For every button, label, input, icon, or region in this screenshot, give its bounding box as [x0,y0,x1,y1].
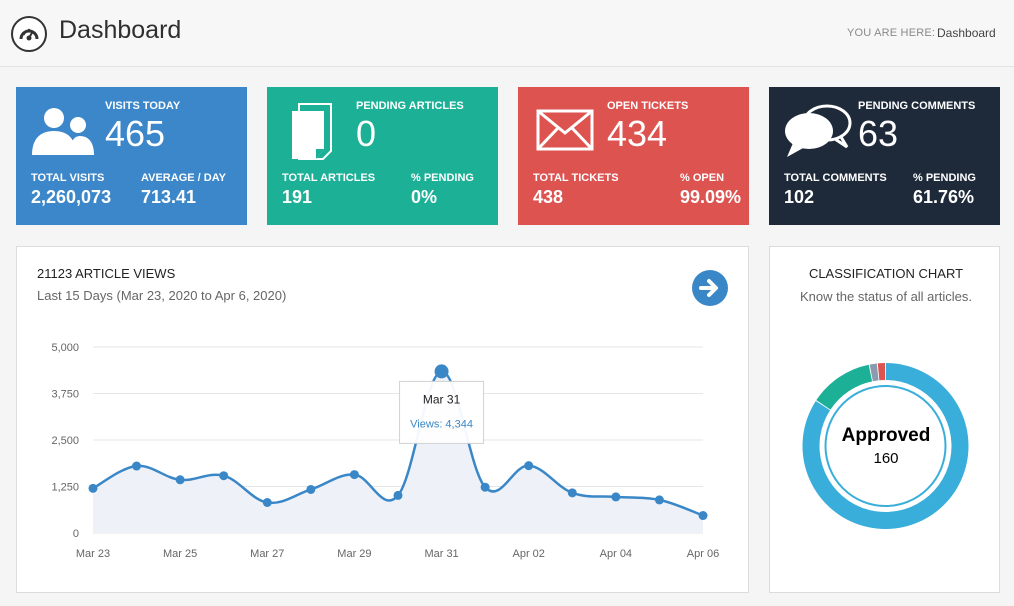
articles-pending-percent-value: 0% [411,187,438,207]
comments-icon [783,103,853,164]
donut-slice[interactable] [877,363,886,381]
x-tick-label: Mar 27 [250,548,284,560]
tooltip-box [399,380,485,444]
chart-tooltip: Mar 31 Views: 4,344 [399,380,485,444]
chart-point [567,488,577,498]
chart-point [88,483,98,493]
chart-point [132,461,142,471]
x-tick-label: Mar 31 [424,548,458,560]
comments-pending-percent-value: 61.76% [913,187,975,207]
tooltip-title: Mar 31 [423,392,461,406]
donut-slice[interactable] [869,363,879,382]
pending-comments-label: PENDING COMMENTS [858,100,976,112]
chart-point [611,492,621,502]
classification-panel: CLASSIFICATION CHART Know the status of … [769,246,1000,593]
comments-pending-percent-label: % PENDING [913,172,976,184]
donut-center-label: Approved [841,425,931,446]
visits-label: VISITS TODAY [105,100,181,112]
total-visits-value: 2,260,073 [31,187,112,207]
average-day-value: 713.41 [141,187,197,207]
chart-area-fill [93,371,703,533]
chart-point [524,461,534,471]
donut-center-value: 160 [873,450,899,467]
chart-point [393,490,403,500]
donut-slice[interactable] [816,364,873,410]
file-icon [289,101,337,166]
chart-series-line [92,370,704,517]
tickets-open-percent-label: % OPEN [680,172,725,184]
total-articles-label: TOTAL ARTICLES [282,172,376,184]
article-views-panel: 21123 ARTICLE VIEWS Last 15 Days (Mar 23… [16,246,749,593]
chart-point [306,484,316,494]
articles-pending-percent-label: % PENDING [411,172,474,184]
total-articles-value: 191 [282,187,313,207]
chart-point [480,482,490,492]
donut-inner-ring [824,385,947,507]
envelope-icon [536,109,594,156]
article-views-chart: 0 1,250 2,500 3,750 5,000 Mar 23 Mar 25 Mar 27 M… [51,342,719,560]
x-tick-label: Mar 25 [163,548,197,560]
chart-point [262,497,272,507]
classification-subtitle: Know the status of all articles. [800,289,972,304]
breadcrumb-current[interactable]: Dashboard [937,26,996,40]
chart-point [434,364,449,379]
pending-articles-value: 0 [356,113,377,154]
classification-title: CLASSIFICATION CHART [808,266,964,281]
views-panel-title: 21123 ARTICLE VIEWS [37,266,176,281]
dashboard-gauge-icon [11,16,47,52]
tooltip-value: Views: 4,344 [410,418,473,430]
total-visits-label: TOTAL VISITS [31,172,105,184]
x-tick-label: Apr 06 [687,548,719,560]
total-comments-label: TOTAL COMMENTS [784,172,887,184]
stat-card-visits[interactable]: VISITS TODAY 465 TOTAL VISITS 2,260,073 … [16,87,247,225]
chart-point [654,495,664,505]
x-tick-label: Apr 02 [513,548,545,560]
x-tick-label: Mar 23 [76,548,110,560]
y-tick-label: 5,000 [51,342,79,354]
stat-card-comments[interactable]: PENDING COMMENTS 63 TOTAL COMMENTS 102 %… [769,87,1000,225]
chart-point [698,511,708,521]
page-title: Dashboard [59,16,182,44]
chart-point [349,470,359,480]
visits-value: 465 [105,113,166,154]
stat-card-tickets[interactable]: OPEN TICKETS 434 TOTAL TICKETS 438 % OPE… [518,87,749,225]
total-tickets-label: TOTAL TICKETS [533,172,619,184]
arrow-right-circle-icon[interactable] [692,270,728,306]
y-tick-label: 1,250 [51,482,79,494]
y-tick-label: 0 [73,528,79,540]
page-header: Dashboard YOU ARE HERE: Dashboard [0,0,1014,67]
open-tickets-label: OPEN TICKETS [607,100,689,112]
y-tick-label: 2,500 [51,435,79,447]
total-comments-value: 102 [784,187,815,207]
x-tick-label: Apr 04 [600,548,632,560]
pending-comments-value: 63 [858,113,899,154]
stat-card-articles[interactable]: PENDING ARTICLES 0 TOTAL ARTICLES 191 % … [267,87,498,225]
x-tick-label: Mar 29 [337,548,371,560]
chart-point [219,471,229,481]
tickets-open-percent-value: 99.09% [680,187,742,207]
open-tickets-value: 434 [607,113,668,154]
pending-articles-label: PENDING ARTICLES [356,100,464,112]
users-icon [30,105,96,162]
total-tickets-value: 438 [533,187,564,207]
chart-point [175,475,185,485]
views-panel-subtitle: Last 15 Days (Mar 23, 2020 to Apr 6, 202… [37,288,287,303]
breadcrumb-label: YOU ARE HERE: [847,27,936,39]
classification-donut-chart [802,363,969,529]
y-tick-label: 3,750 [51,389,79,401]
average-day-label: AVERAGE / DAY [141,172,226,184]
